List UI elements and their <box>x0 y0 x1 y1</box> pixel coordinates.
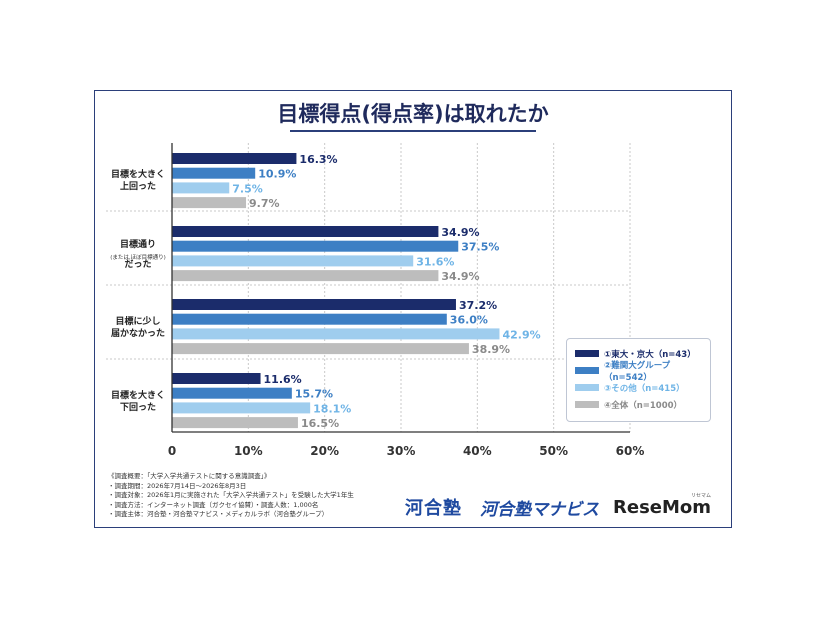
bar <box>172 387 292 399</box>
bar <box>172 328 500 340</box>
data-label: 42.9% <box>502 328 540 341</box>
legend-label: ①東大・京大（n=43） <box>604 349 696 360</box>
x-tick-label: 0 <box>168 444 176 458</box>
x-tick-label: 10% <box>234 444 263 458</box>
data-label: 11.6% <box>264 373 302 386</box>
category-label: 目標を大きく <box>111 389 165 401</box>
bar <box>172 402 311 414</box>
data-label: 9.7% <box>249 197 280 210</box>
legend-item: ③その他（n=415） <box>575 379 702 396</box>
legend-swatch <box>575 367 599 374</box>
category-label: (または,ほぼ目標通り) <box>110 253 166 261</box>
chart-title: 目標得点(得点率)は取れたか <box>277 102 549 126</box>
legend-label: ③その他（n=415） <box>604 383 685 394</box>
bar <box>172 373 261 384</box>
data-label: 31.6% <box>416 255 454 268</box>
kawaijuku-logo: 河合塾 <box>405 498 462 519</box>
note-line: ・調査主体：河合塾・河合塾マナビス・メディカルラボ（河合塾グループ） <box>108 510 329 518</box>
bar <box>172 299 456 310</box>
resemom-logo-text: ReseMom <box>613 496 712 518</box>
data-label: 18.1% <box>313 402 351 415</box>
note-line: ・調査方法：インターネット調査（ガクセイ協賛）・調査人数：1,000名 <box>108 500 319 509</box>
bar <box>172 270 439 282</box>
bar <box>172 167 256 179</box>
legend-swatch <box>575 401 599 408</box>
category-label: 目標通り <box>120 238 156 250</box>
data-label: 16.3% <box>299 153 337 166</box>
note-line: ・調査期間：2026年7月14日～2026年8月3日 <box>108 481 247 490</box>
bar <box>172 313 447 325</box>
x-tick-label: 60% <box>616 444 645 458</box>
legend-swatch <box>575 350 599 357</box>
bar <box>172 182 230 194</box>
legend-item: ①東大・京大（n=43） <box>575 345 702 362</box>
x-tick-label: 40% <box>463 444 492 458</box>
data-label: 37.5% <box>461 241 499 254</box>
legend-label: ②難関大グループ（n=542） <box>604 360 671 383</box>
survey-notes: 《調査概要：「大学入学共通テストに関する意識調査」》 ・調査期間：2026年7月… <box>108 472 408 520</box>
legend-label: ④全体（n=1000） <box>604 400 683 411</box>
bar <box>172 343 469 355</box>
legend-item: ④全体（n=1000） <box>575 396 702 413</box>
logos: 河合塾 河合塾マナビス ReseMom リセマム <box>405 492 711 522</box>
x-tick-label: 20% <box>310 444 339 458</box>
bar <box>172 255 414 267</box>
data-label: 34.9% <box>441 270 479 283</box>
note-line: 《調査概要：「大学入学共通テストに関する意識調査」》 <box>108 472 271 480</box>
category-label: だった <box>124 259 151 270</box>
data-label: 10.9% <box>258 168 296 181</box>
legend-item: ②難関大グループ（n=542） <box>575 361 702 383</box>
bar <box>172 226 439 237</box>
x-tick-label: 30% <box>387 444 416 458</box>
resemom-logo-kana: リセマム <box>691 492 712 499</box>
bar <box>172 197 247 209</box>
data-label: 34.9% <box>441 226 479 239</box>
category-label: 届かなかった <box>111 328 165 339</box>
bar <box>172 240 459 252</box>
note-line: ・調査対象：2026年1月に実施された「大学入学共通テスト」を受験した大学1年生 <box>108 491 354 499</box>
data-label: 36.0% <box>450 314 488 327</box>
manabis-logo: 河合塾マナビス <box>480 499 599 520</box>
resemom-logo: ReseMom リセマム <box>613 493 712 518</box>
category-label: 目標に少し <box>115 315 160 327</box>
title-underline <box>290 130 536 132</box>
bar <box>172 153 297 164</box>
legend-swatch <box>575 384 599 391</box>
data-label: 38.9% <box>472 343 510 356</box>
data-label: 7.5% <box>232 182 263 195</box>
data-label: 15.7% <box>295 388 333 401</box>
x-tick-label: 50% <box>539 444 568 458</box>
data-label: 16.5% <box>301 417 339 430</box>
legend: ①東大・京大（n=43） ②難関大グループ（n=542） ③その他（n=415） ④全… <box>566 338 711 422</box>
bar <box>172 417 298 429</box>
category-label: 上回った <box>120 180 156 192</box>
data-label: 37.2% <box>459 299 497 312</box>
category-label: 下回った <box>120 402 156 413</box>
category-label: 目標を大きく <box>111 168 165 180</box>
